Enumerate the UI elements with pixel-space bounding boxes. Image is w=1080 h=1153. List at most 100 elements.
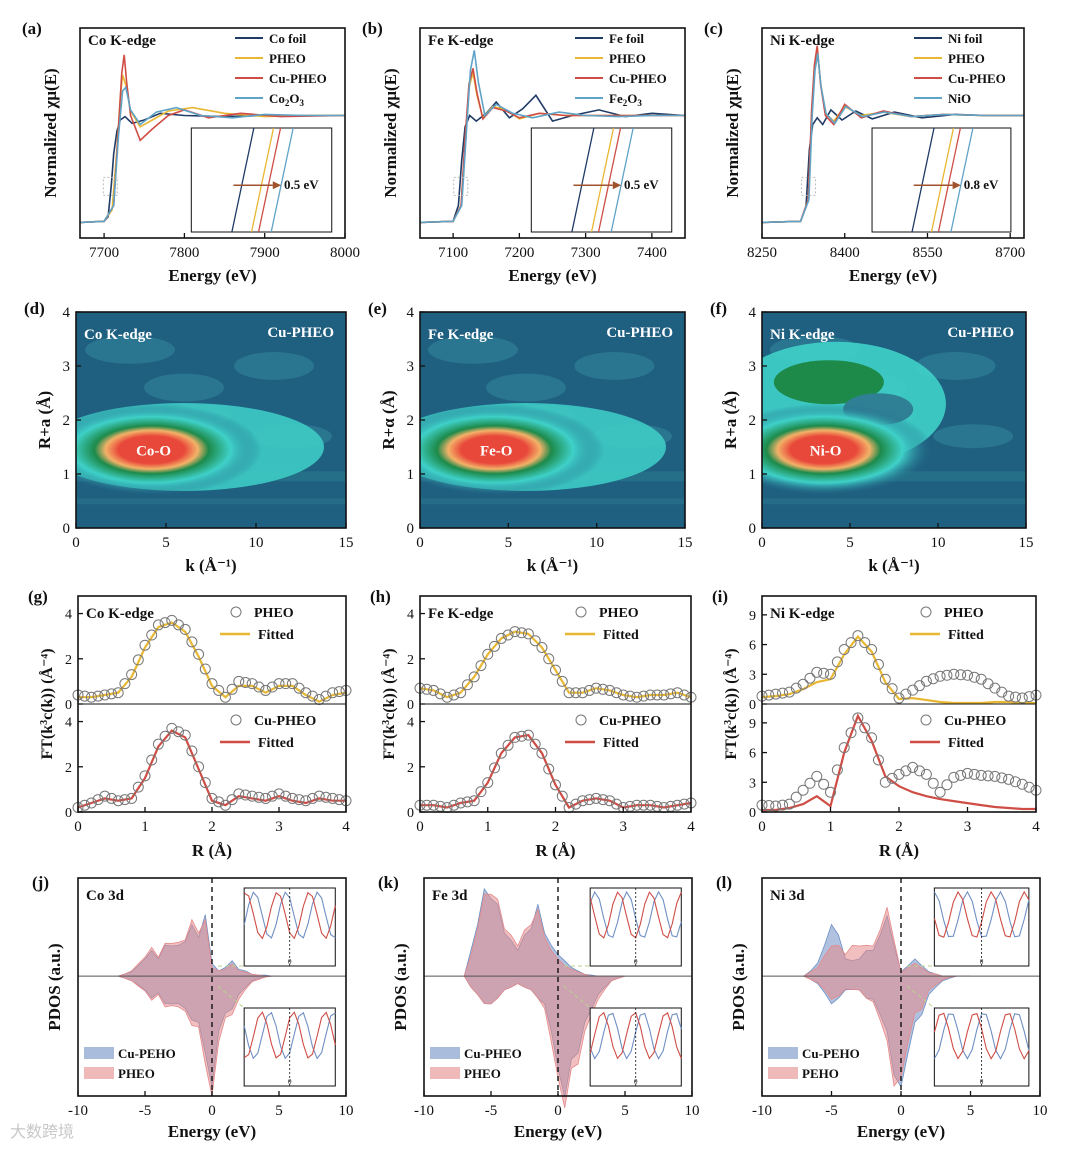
legend-label: PHEO xyxy=(944,606,984,621)
heatmap-ripple xyxy=(85,335,175,364)
data-point xyxy=(320,791,332,803)
y-axis-label: PDOS (a.u.) xyxy=(729,943,748,1030)
data-point xyxy=(434,688,446,700)
data-point xyxy=(509,626,521,638)
y-tick-label: 6 xyxy=(749,639,756,654)
xanes-line-Ni foil xyxy=(762,108,1024,224)
data-point xyxy=(866,644,878,656)
data-point xyxy=(179,729,191,741)
data-point xyxy=(126,792,138,804)
inset-dos-curve xyxy=(589,890,682,938)
data-point xyxy=(570,798,582,810)
data-point xyxy=(644,689,656,701)
energy-tick-label: 10 xyxy=(685,1103,700,1119)
data-point xyxy=(948,668,960,680)
data-point xyxy=(293,794,305,806)
data-point xyxy=(489,640,501,652)
inset-edge-line xyxy=(250,127,275,233)
data-point xyxy=(770,800,782,812)
x-axis-label: Energy (eV) xyxy=(168,1122,256,1141)
data-point xyxy=(790,791,802,803)
energy-tick-label: 7700 xyxy=(89,245,119,261)
data-point xyxy=(448,799,460,811)
y-axis-label: Normalized χμ(E) xyxy=(381,68,400,197)
data-point xyxy=(872,658,884,670)
data-point xyxy=(818,778,830,790)
legend-marker xyxy=(575,714,587,726)
k-tick-label: 5 xyxy=(505,535,513,551)
heatmap-ripple xyxy=(144,373,224,402)
legend-label: Fitted xyxy=(258,736,294,751)
data-point xyxy=(770,688,782,700)
shift-annotation: 0.8 eV xyxy=(964,177,999,192)
data-point xyxy=(651,689,663,701)
y-tick-label: 2 xyxy=(749,413,757,429)
x-axis-label: k (Å⁻¹) xyxy=(185,556,236,575)
data-point xyxy=(273,678,285,690)
data-point xyxy=(852,630,864,642)
k-tick-label: 10 xyxy=(249,535,264,551)
data-point xyxy=(179,623,191,635)
legend-marker xyxy=(575,606,587,618)
data-point xyxy=(253,791,265,803)
heatmap-group xyxy=(762,312,1026,528)
energy-tick-label: 8550 xyxy=(912,245,942,261)
data-point xyxy=(152,738,164,750)
energy-tick-label: -5 xyxy=(485,1103,498,1119)
shift-arrowhead xyxy=(612,181,622,190)
data-point xyxy=(678,798,690,810)
data-point xyxy=(838,742,850,754)
y-tick-label: 4 xyxy=(749,305,757,321)
data-point xyxy=(516,627,528,639)
data-point xyxy=(193,761,205,773)
y-tick-label: 9 xyxy=(749,717,756,732)
energy-tick-label: 8700 xyxy=(995,245,1025,261)
inset-edge-line xyxy=(270,127,294,233)
data-point xyxy=(811,666,823,678)
data-point xyxy=(219,691,231,703)
pdos-down-area xyxy=(463,975,626,1108)
legend-label: Ni foil xyxy=(948,31,983,46)
inset-edge-line xyxy=(937,127,962,233)
y-tick-label: 3 xyxy=(63,359,71,375)
energy-tick-label: 7400 xyxy=(637,245,667,261)
x-axis-label: Energy (eV) xyxy=(514,1122,602,1141)
legend-label: Fitted xyxy=(258,628,294,643)
y-tick-label: 6 xyxy=(749,747,756,762)
heatmap-ripple xyxy=(428,335,518,364)
data-point xyxy=(570,687,582,699)
legend-label: NiO xyxy=(948,91,971,106)
y-tick-label: 0 xyxy=(65,806,72,821)
y-axis-label: Normalized χμ(E) xyxy=(723,68,742,197)
r-tick-label: 3 xyxy=(620,819,628,835)
legend-label: PEHO xyxy=(802,1066,839,1081)
data-point xyxy=(879,673,891,685)
data-point xyxy=(818,667,830,679)
data-point xyxy=(495,632,507,644)
data-point xyxy=(186,745,198,757)
x-axis-label: k (Å⁻¹) xyxy=(527,556,578,575)
inset-edge-line xyxy=(950,127,974,233)
y-tick-label: 2 xyxy=(407,653,414,668)
shift-arrowhead xyxy=(952,181,961,190)
energy-tick-label: 10 xyxy=(1033,1103,1048,1119)
legend-label: PHEO xyxy=(269,51,306,66)
energy-tick-label: 7900 xyxy=(250,245,280,261)
data-point xyxy=(199,663,211,675)
energy-tick-label: -5 xyxy=(139,1103,152,1119)
data-point xyxy=(489,762,501,774)
inset-edge-line xyxy=(231,127,255,233)
data-point xyxy=(543,763,555,775)
legend-label: Cu-PHEO xyxy=(599,714,661,729)
legend-swatch xyxy=(430,1047,460,1059)
orbital-label: Ni 3d xyxy=(770,888,805,904)
shift-annotation: 0.5 eV xyxy=(624,177,659,192)
data-point xyxy=(475,660,487,672)
data-point xyxy=(300,687,312,699)
data-point xyxy=(783,686,795,698)
xanes-line-Fe2O3 xyxy=(420,50,685,224)
legend-swatch xyxy=(430,1067,460,1079)
data-point xyxy=(333,686,345,698)
y-tick-label: 4 xyxy=(63,305,71,321)
x-axis-label: R (Å) xyxy=(879,841,919,860)
